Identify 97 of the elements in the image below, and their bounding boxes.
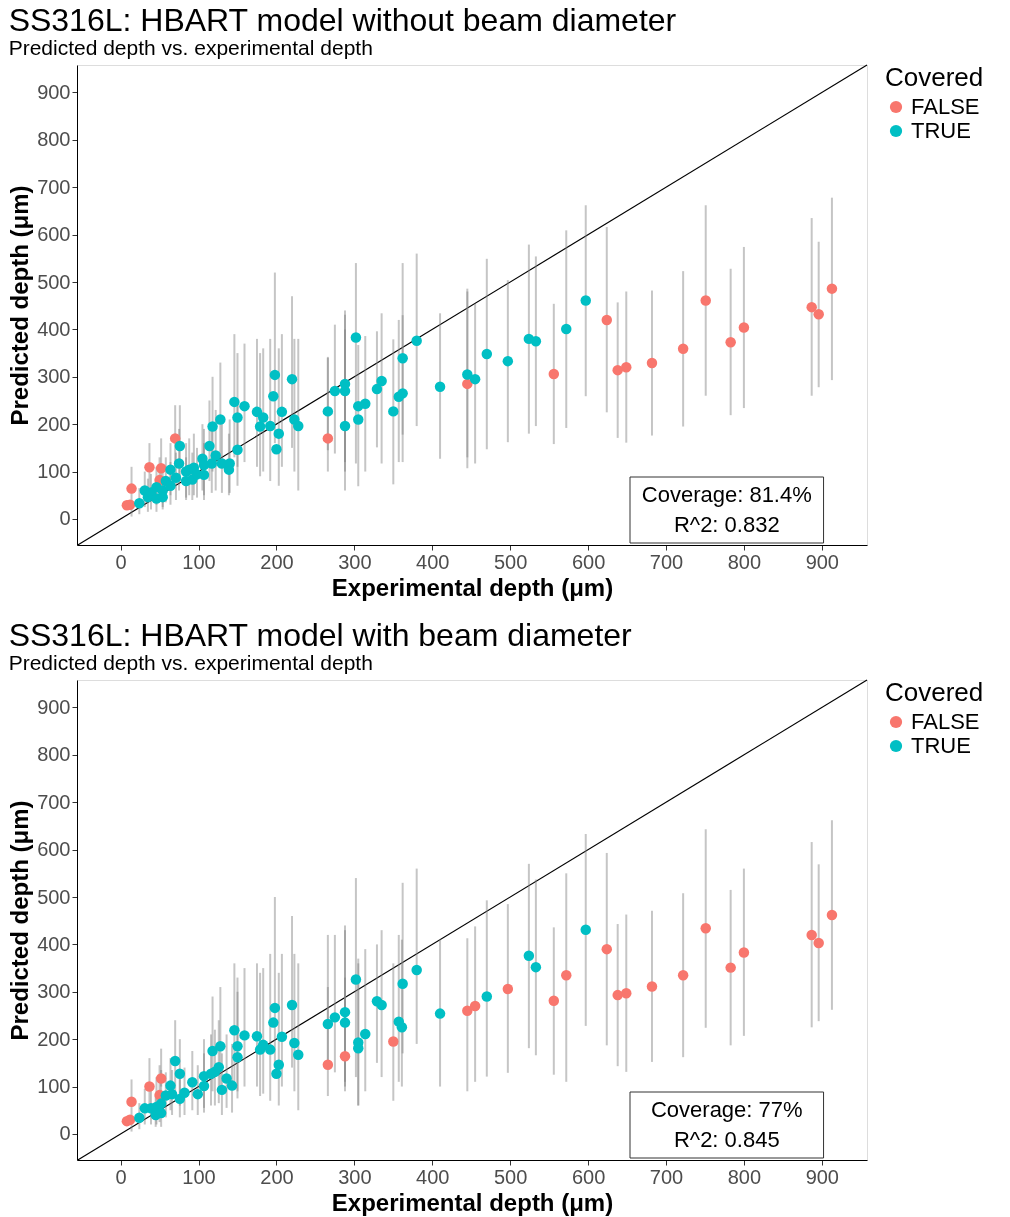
x-tick-label: 800 — [727, 1165, 762, 1188]
point — [339, 1051, 351, 1062]
chart-subtitle: Predicted depth vs. experimental depth — [8, 651, 373, 675]
chart-subtitle: Predicted depth vs. experimental depth — [8, 36, 373, 60]
point — [462, 378, 473, 390]
chart-title: SS316L: HBART model with beam diameter — [8, 617, 633, 654]
point — [612, 364, 623, 376]
x-tick-label: 700 — [649, 550, 684, 573]
point — [126, 483, 137, 494]
legend-label: FALSE — [911, 94, 980, 119]
point — [813, 309, 824, 320]
legend-label: TRUE — [911, 733, 971, 758]
legend-label: TRUE — [911, 118, 971, 143]
point — [502, 983, 514, 995]
annotation: Coverage: 77% — [650, 1097, 803, 1122]
point — [677, 969, 689, 981]
point — [826, 283, 838, 294]
annotation: R^2: 0.832 — [673, 512, 780, 537]
point — [155, 1073, 167, 1084]
point — [738, 322, 750, 333]
point — [700, 923, 711, 934]
point — [725, 962, 736, 973]
y-tick-label: 600 — [37, 838, 71, 861]
x-tick-label: 500 — [493, 550, 528, 573]
y-tick-label: 700 — [37, 175, 71, 198]
y-axis-title: Predicted depth (μm) — [6, 185, 34, 426]
point — [144, 1081, 155, 1092]
point — [677, 343, 689, 355]
y-tick-label: 900 — [37, 695, 71, 718]
x-axis-title: Experimental depth (μm) — [331, 1188, 614, 1216]
y-tick-label: 500 — [37, 270, 71, 293]
point — [725, 336, 736, 348]
x-tick-label: 300 — [338, 1165, 372, 1188]
point — [826, 909, 838, 921]
point — [561, 969, 572, 981]
point — [813, 937, 824, 949]
x-tick-label: 0 — [115, 550, 127, 573]
y-tick-label: 700 — [37, 790, 71, 813]
x-tick-label: 200 — [260, 550, 294, 573]
x-tick-label: 300 — [338, 550, 372, 573]
x-tick-label: 800 — [727, 550, 762, 573]
x-axis-title: Experimental depth (μm) — [331, 573, 614, 601]
point — [806, 301, 817, 313]
y-tick-label: 300 — [37, 365, 71, 388]
y-axis-title: Predicted depth (μm) — [6, 800, 34, 1041]
x-tick-label: 400 — [416, 1165, 450, 1188]
y-tick-label: 300 — [37, 980, 71, 1003]
point — [548, 995, 560, 1007]
point — [646, 981, 658, 992]
point — [738, 947, 750, 958]
x-tick-label: 0 — [115, 1165, 127, 1188]
point — [601, 314, 613, 326]
annotation: R^2: 0.845 — [673, 1127, 780, 1152]
legend-label: FALSE — [911, 709, 980, 734]
point — [144, 462, 155, 473]
point — [806, 929, 817, 941]
annotation: Coverage: 81.4% — [641, 482, 812, 507]
x-tick-label: 100 — [182, 550, 216, 573]
y-tick-label: 500 — [37, 885, 71, 908]
point — [169, 433, 181, 444]
point — [601, 943, 613, 955]
x-tick-label: 600 — [571, 550, 606, 573]
y-tick-label: 900 — [37, 80, 71, 103]
point — [322, 433, 334, 444]
y-tick-label: 800 — [37, 128, 71, 151]
y-tick-label: 0 — [59, 1122, 71, 1145]
point — [126, 1096, 137, 1107]
legend-title: Covered — [885, 677, 984, 707]
point — [548, 368, 560, 380]
x-tick-label: 900 — [805, 1165, 839, 1188]
point — [388, 1036, 399, 1047]
point — [700, 295, 711, 306]
point — [462, 1005, 473, 1016]
x-tick-label: 900 — [805, 550, 839, 573]
y-tick-label: 200 — [37, 1027, 71, 1050]
x-tick-label: 200 — [260, 1165, 294, 1188]
point — [621, 987, 632, 999]
y-tick-label: 200 — [37, 412, 71, 435]
y-tick-label: 800 — [37, 743, 71, 766]
y-tick-label: 100 — [37, 460, 71, 483]
legend-title: Covered — [885, 62, 984, 92]
x-tick-label: 100 — [182, 1165, 216, 1188]
point — [155, 463, 167, 474]
y-tick-label: 600 — [37, 223, 71, 246]
point — [621, 362, 632, 373]
point — [322, 1059, 334, 1070]
chart-title: SS316L: HBART model without beam diameter — [8, 2, 677, 39]
x-tick-label: 700 — [649, 1165, 684, 1188]
point — [646, 357, 658, 369]
x-tick-label: 500 — [493, 1165, 528, 1188]
y-tick-label: 400 — [37, 317, 71, 340]
x-tick-label: 400 — [416, 550, 450, 573]
y-tick-label: 400 — [37, 932, 71, 955]
x-tick-label: 600 — [571, 1165, 606, 1188]
y-tick-label: 0 — [59, 507, 71, 530]
y-tick-label: 100 — [37, 1075, 71, 1098]
point — [469, 1000, 481, 1012]
